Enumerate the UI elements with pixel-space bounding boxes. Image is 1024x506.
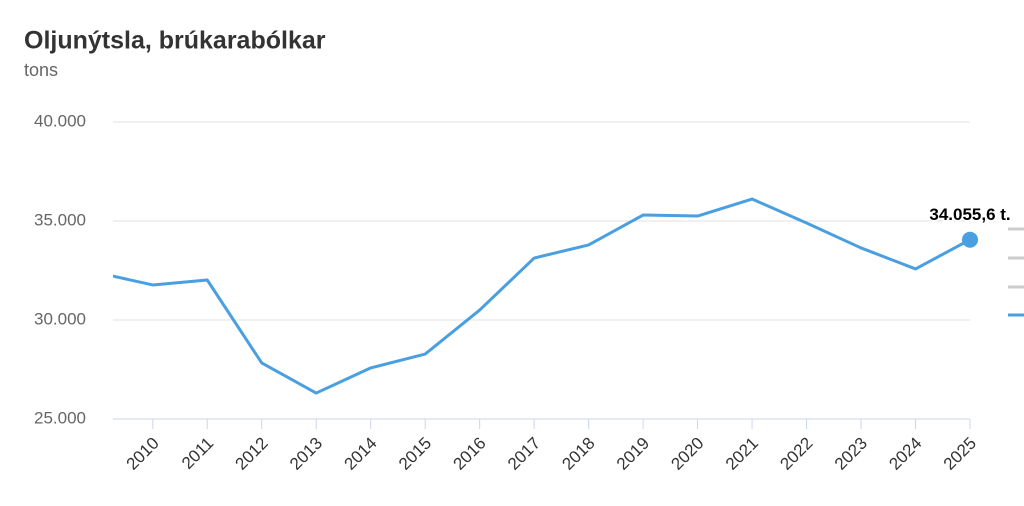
x-tick-label: 2016 xyxy=(449,434,489,474)
y-tick-label: 40.000 xyxy=(34,111,86,130)
chart-title: Oljunýtsla, brúkarabólkar xyxy=(24,27,326,55)
chart-subtitle: tons xyxy=(24,60,58,80)
x-tick-label: 2023 xyxy=(831,434,871,474)
x-tick-label: 2013 xyxy=(286,434,326,474)
x-tick-label: 2024 xyxy=(885,434,925,474)
y-tick-label: 35.000 xyxy=(34,210,86,229)
x-tick-label: 2017 xyxy=(504,434,544,474)
series-line xyxy=(113,197,971,395)
x-tick-label: 2011 xyxy=(178,434,217,473)
x-tick-label: 2018 xyxy=(558,434,598,474)
x-tick-label: 2014 xyxy=(341,434,381,474)
y-tick-label: 30.000 xyxy=(34,309,86,328)
y-tick-label: 25.000 xyxy=(34,408,86,427)
x-tick-label: 2022 xyxy=(776,434,816,474)
data-point xyxy=(962,231,978,248)
x-tick-label: 2020 xyxy=(667,434,707,474)
x-tick-label: 2021 xyxy=(722,434,762,474)
x-tick-label: 2015 xyxy=(395,434,435,474)
data-label: 34.055,6 t. xyxy=(929,205,1010,224)
x-tick-label: 2012 xyxy=(232,434,272,474)
x-tick-label: 2010 xyxy=(123,434,163,474)
legend xyxy=(1008,227,1024,317)
x-tick-label: 2019 xyxy=(613,434,653,474)
x-tick-label: 2025 xyxy=(940,434,980,474)
